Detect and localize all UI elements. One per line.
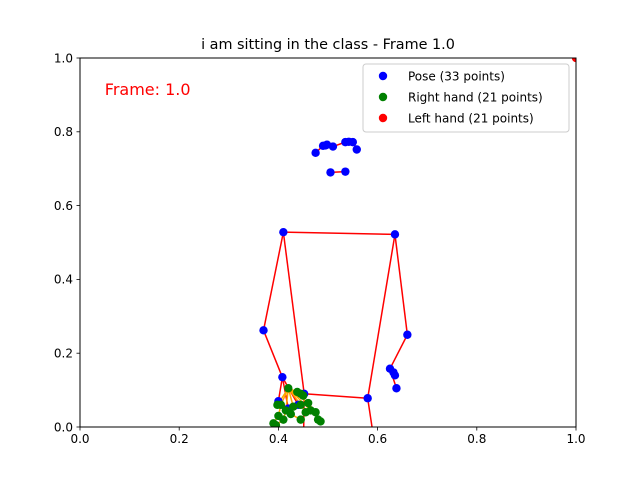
- x-tick-label: 0.8: [467, 432, 486, 446]
- data-point: [303, 398, 313, 408]
- data-point: [259, 326, 268, 335]
- data-point: [271, 420, 281, 427]
- data-point: [296, 400, 305, 410]
- data-point: [571, 58, 576, 63]
- connection-line: [262, 232, 285, 331]
- data-point: [278, 372, 287, 382]
- legend-label: Pose (33 points): [408, 70, 505, 84]
- data-point: [326, 168, 335, 177]
- y-tick-label: 0.6: [54, 199, 73, 213]
- data-point: [348, 137, 357, 147]
- data-point: [296, 415, 305, 424]
- data-point: [273, 400, 282, 410]
- data-point: [363, 394, 372, 403]
- x-tick-label: 0.6: [368, 432, 387, 446]
- connection-line: [389, 334, 409, 370]
- data-point: [284, 384, 293, 393]
- x-tick-label: 0.0: [70, 432, 89, 446]
- connection-line: [366, 234, 396, 399]
- data-point: [318, 141, 328, 151]
- connection-line: [366, 398, 373, 427]
- data-point: [390, 371, 400, 380]
- y-tick-label: 0.0: [54, 420, 73, 434]
- data-point: [311, 148, 320, 158]
- x-tick-label: 0.2: [170, 432, 189, 446]
- data-point: [311, 408, 320, 417]
- connection-line: [304, 393, 368, 399]
- y-tick-label: 0.2: [54, 347, 73, 361]
- x-tick-label: 0.4: [269, 432, 288, 446]
- legend-marker: [378, 92, 388, 102]
- data-point: [403, 330, 412, 339]
- legend-label: Left hand (21 points): [408, 112, 534, 126]
- legend: Pose (33 points) Right hand (21 points) Le…: [362, 63, 570, 133]
- ticks-layer: 0.0 0.2 0.4 0.6 0.8 1.0 0.0 0.2 0.4 0.6 0.8 1.0: [54, 51, 586, 446]
- data-point: [289, 402, 298, 411]
- connection-line: [262, 330, 284, 378]
- frame-annotation: Frame: 1.0: [105, 80, 191, 99]
- connection-line: [394, 234, 409, 335]
- legend-box: [362, 63, 570, 133]
- data-point: [390, 230, 400, 239]
- axes-frame: [79, 57, 577, 428]
- legend-marker: [378, 113, 388, 123]
- data-point: [296, 389, 305, 398]
- data-point: [279, 227, 288, 237]
- y-tick-label: 0.4: [54, 273, 73, 287]
- y-tick-label: 0.8: [54, 125, 73, 139]
- legend-label: Right hand (21 points): [408, 91, 543, 105]
- data-point: [341, 167, 350, 176]
- y-tick-label: 1.0: [54, 51, 73, 65]
- data-point: [392, 384, 401, 393]
- data-point: [352, 145, 361, 154]
- data-point: [286, 409, 295, 419]
- x-tick-label: 1.0: [566, 432, 585, 446]
- connection-line: [282, 232, 305, 394]
- chart-title: i am sitting in the class - Frame 1.0: [201, 37, 455, 53]
- data-point: [316, 417, 325, 426]
- data-point: [279, 415, 288, 424]
- connection-line: [283, 231, 395, 236]
- points-layer: [259, 58, 576, 427]
- legend-marker: [378, 71, 388, 81]
